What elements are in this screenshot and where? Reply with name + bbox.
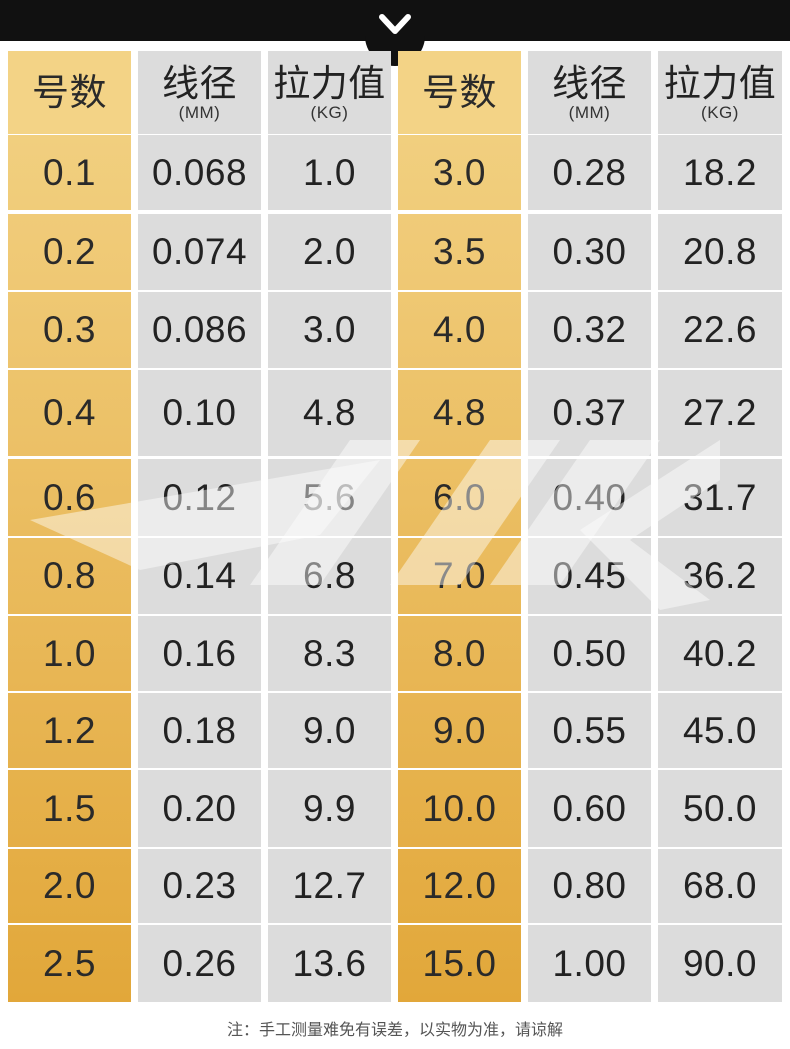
header-cell: 号数 [398,51,521,134]
header-title: 线径 [552,61,627,105]
table-cell: 0.26 [138,925,261,1002]
table-cell: 3.0 [268,292,391,368]
table-cell: 90.0 [658,925,782,1002]
header-unit: (MM) [568,102,611,122]
table-cell: 0.37 [528,370,651,456]
table-cell: 0.45 [528,538,651,614]
table-cell: 6.8 [268,538,391,614]
table-cell: 0.1 [8,135,131,210]
table-cell: 6.0 [398,459,521,536]
table-cell: 3.0 [398,135,521,210]
table-cell: 0.086 [138,292,261,368]
table-cell: 0.20 [138,770,261,847]
header-cell: 线径 (MM) [138,51,261,134]
table-cell: 0.30 [528,214,651,290]
table-cell: 0.16 [138,616,261,691]
header-title: 线径 [162,61,237,105]
header-unit: (MM) [178,102,221,122]
table-cell: 7.0 [398,538,521,614]
table-cell: 0.32 [528,292,651,368]
table-cell: 10.0 [398,770,521,847]
table-cell: 0.074 [138,214,261,290]
table-cell: 45.0 [658,693,782,768]
table-cell: 0.60 [528,770,651,847]
header-cell: 拉力值 (KG) [658,51,782,134]
table-cell: 0.8 [8,538,131,614]
table-cell: 1.0 [8,616,131,691]
table-cell: 9.0 [398,693,521,768]
table-cell: 50.0 [658,770,782,847]
table-cell: 40.2 [658,616,782,691]
table-cell: 4.8 [268,370,391,456]
header-cell: 线径 (MM) [528,51,651,134]
table-cell: 36.2 [658,538,782,614]
table-cell: 31.7 [658,459,782,536]
table-cell: 3.5 [398,214,521,290]
table-cell: 0.068 [138,135,261,210]
table-cell: 0.40 [528,459,651,536]
table-cell: 5.6 [268,459,391,536]
table-cell: 18.2 [658,135,782,210]
table-cell: 68.0 [658,849,782,923]
table-cell: 0.55 [528,693,651,768]
table-cell: 8.0 [398,616,521,691]
header-unit: (KG) [310,102,349,122]
table-cell: 2.0 [268,214,391,290]
chevron-down-icon [379,14,411,34]
spec-table: 号数 线径 (MM) 拉力值 (KG) 号数 线径 (MM) 拉力值 (KG) 0.1 0.068 1.… [0,49,790,1002]
header-title: 号数 [32,71,107,114]
header-cell: 拉力值 (KG) [268,51,391,134]
header-cell: 号数 [8,51,131,134]
table-cell: 0.50 [528,616,651,691]
table-cell: 0.80 [528,849,651,923]
table-cell: 15.0 [398,925,521,1002]
table-cell: 0.6 [8,459,131,536]
table-cell: 1.0 [268,135,391,210]
table-cell: 1.2 [8,693,131,768]
table-cell: 0.2 [8,214,131,290]
disclaimer-note: 注：手工测量难免有误差，以实物为准，请谅解 [226,1020,563,1039]
table-cell: 0.10 [138,370,261,456]
table-cell: 4.0 [398,292,521,368]
table-cell: 12.7 [268,849,391,923]
table-cell: 0.4 [8,370,131,456]
header-title: 拉力值 [663,61,777,105]
header-unit: (KG) [701,102,739,122]
table-cell: 0.18 [138,693,261,768]
header-title: 号数 [422,71,497,114]
table-cell: 1.5 [8,770,131,847]
table-cell: 0.3 [8,292,131,368]
table-cell: 0.14 [138,538,261,614]
table-cell: 9.9 [268,770,391,847]
table-cell: 2.0 [8,849,131,923]
table-cell: 0.23 [138,849,261,923]
table-cell: 8.3 [268,616,391,691]
table-cell: 12.0 [398,849,521,923]
header-title: 拉力值 [273,61,386,105]
table-cell: 27.2 [658,370,782,456]
table-cell: 0.28 [528,135,651,210]
table-cell: 22.6 [658,292,782,368]
table-cell: 0.12 [138,459,261,536]
table-cell: 9.0 [268,693,391,768]
table-cell: 2.5 [8,925,131,1002]
table-cell: 20.8 [658,214,782,290]
table-cell: 4.8 [398,370,521,456]
table-cell: 13.6 [268,925,391,1002]
table-cell: 1.00 [528,925,651,1002]
